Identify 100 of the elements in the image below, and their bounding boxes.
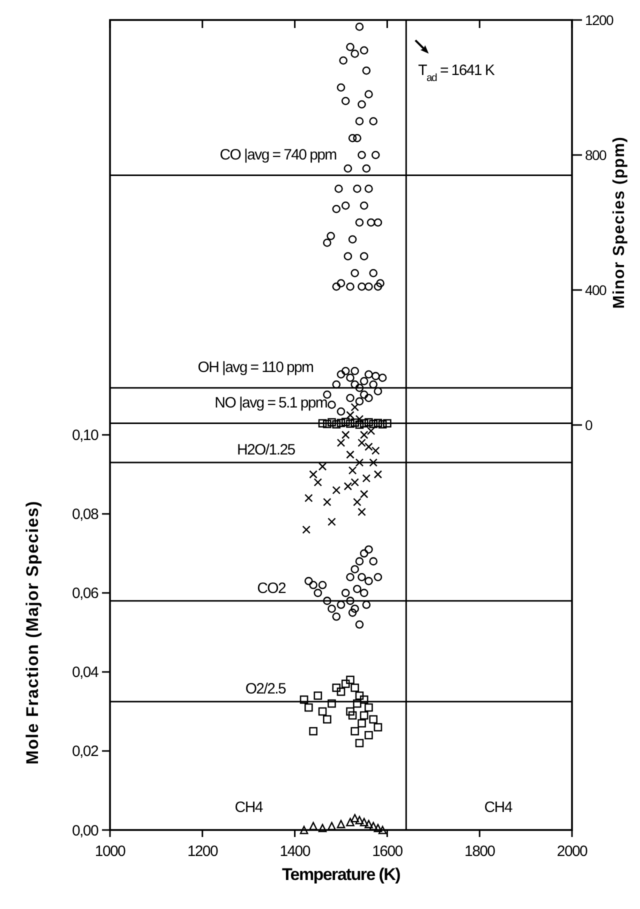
point [360,430,368,440]
point [372,372,380,380]
point [353,584,362,594]
point [336,418,346,428]
point [378,374,387,382]
point [309,727,318,736]
point [369,715,378,724]
point [304,703,313,712]
point [341,366,350,376]
point [304,576,313,586]
point [366,426,376,436]
point [336,83,346,92]
point [358,150,366,160]
point [339,56,348,65]
point [360,419,368,428]
point [346,42,354,52]
point [374,282,382,291]
point [346,707,354,716]
point [336,438,346,447]
ref-line-label: O2/2.5 [245,680,286,698]
y2-axis-title: Minor Species (ppm) [611,136,628,309]
point [309,822,318,830]
point [328,418,336,426]
annotation: CH4 [234,799,263,816]
point [346,572,354,582]
point [314,478,322,486]
point [346,420,354,428]
point [355,218,364,227]
point [350,366,360,376]
point [364,545,373,554]
point [360,588,368,598]
ref-line-label: CO |avg = 740 ppm [220,146,337,164]
point [353,134,362,142]
point [358,282,366,291]
point [318,462,327,471]
y2-tick-label: 1200 [585,12,614,28]
point [348,711,357,720]
point [350,814,360,822]
point [341,430,350,440]
point [341,96,350,106]
ref-line-label: OH |avg = 110 ppm [198,358,314,376]
x-tick-label: 1400 [280,843,310,860]
point [332,486,341,494]
point [322,390,332,399]
point [355,620,364,629]
point [355,397,364,406]
point [355,22,364,31]
point [350,50,360,58]
y2-tick-label: 0 [585,416,593,433]
point [360,711,368,720]
point [355,557,364,566]
point [355,692,364,700]
point [360,695,368,704]
point [341,201,350,210]
point [355,420,364,429]
point [364,184,373,193]
point [374,218,382,227]
point [328,400,336,409]
point [346,818,354,826]
point [348,235,357,244]
point [355,738,364,748]
point [374,387,382,396]
point [328,822,336,830]
point [362,66,371,75]
point [376,279,384,288]
point [350,478,360,486]
point [346,394,354,402]
ref-line-label: CO2 [257,580,286,597]
point [318,419,327,428]
point [355,117,364,126]
point [344,482,352,490]
point [322,715,332,724]
point [348,134,357,142]
point [360,201,368,210]
point [372,150,380,160]
point [364,703,373,712]
point [358,438,366,447]
y-tick-label: 0,04 [72,664,98,682]
point [332,282,341,291]
x-tick-label: 2000 [556,843,588,860]
point [364,820,373,828]
point [369,420,378,428]
point [336,820,346,828]
point [350,418,360,427]
x-tick-label: 1000 [94,843,126,860]
point [364,442,373,451]
point [364,731,373,740]
y2-tick-label: 400 [585,282,607,298]
point [374,824,382,832]
point [378,826,387,834]
point [302,526,310,534]
point [364,418,373,426]
point [332,380,341,389]
point [360,818,368,826]
point [300,826,308,834]
point [332,612,341,621]
x-tick-label: 1600 [372,843,403,860]
point [346,596,354,605]
point [309,470,318,479]
point [346,676,354,684]
